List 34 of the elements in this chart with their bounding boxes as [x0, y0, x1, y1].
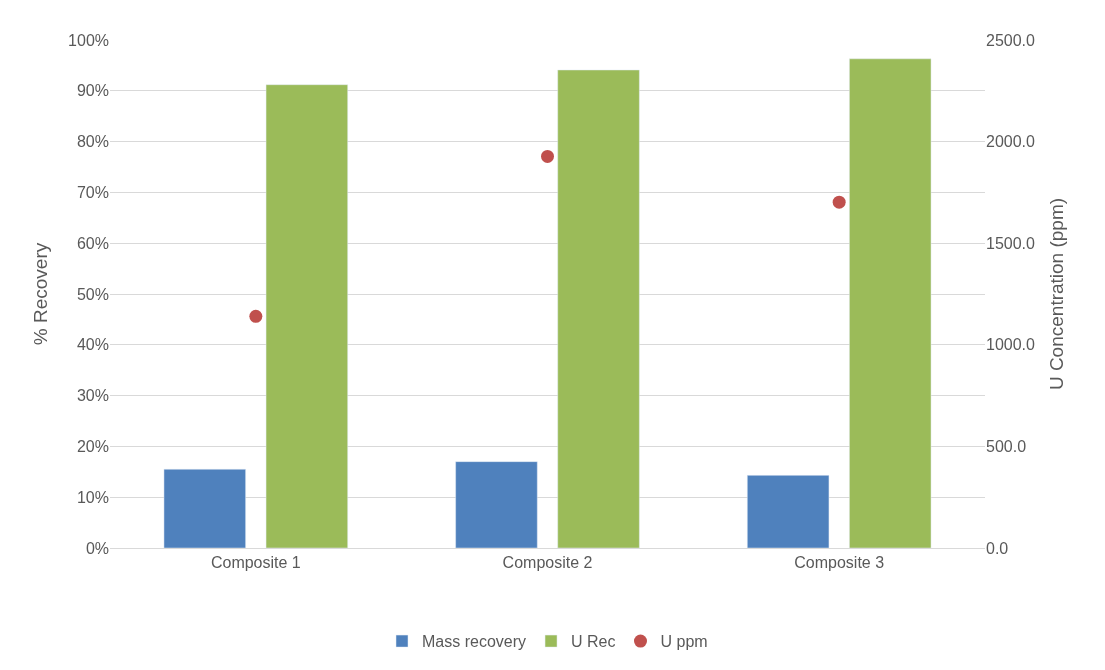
- bar: [849, 58, 932, 548]
- legend-label: Mass recovery: [422, 633, 527, 651]
- legend-label: U Rec: [571, 633, 616, 651]
- y2-axis-title: U Concentration (ppm): [1045, 197, 1067, 391]
- bar: [747, 475, 830, 548]
- y2-tick-label: 2000.0: [986, 133, 1036, 151]
- point: [541, 149, 554, 163]
- bar: [557, 69, 640, 548]
- y2-tick-label: 0.0: [986, 539, 1009, 557]
- y-tick-label: 20%: [76, 438, 109, 455]
- x-tick-label: Composite 2: [502, 554, 593, 572]
- y2-tick-label: 500.0: [986, 438, 1027, 455]
- y2-tick-label: 1500.0: [986, 234, 1036, 252]
- y-tick-label: 50%: [76, 285, 109, 303]
- bar: [455, 461, 538, 548]
- y-tick-label: 60%: [76, 234, 109, 252]
- bar: [265, 84, 348, 548]
- y-tick-label: 100%: [68, 31, 109, 49]
- x-tick-label: Composite 1: [210, 554, 301, 572]
- bar: [163, 469, 246, 548]
- y-tick-label: 70%: [76, 184, 109, 201]
- legend-label: U ppm: [660, 633, 708, 651]
- point: [249, 309, 263, 323]
- y2-tick-label: 1000.0: [986, 336, 1036, 354]
- y-tick-label: 80%: [76, 133, 109, 151]
- y-axis-title: % Recovery: [29, 242, 51, 346]
- y-tick-label: 40%: [76, 336, 109, 354]
- point: [832, 195, 846, 209]
- y-tick-label: 0%: [85, 539, 109, 557]
- y-tick-label: 10%: [76, 488, 109, 506]
- y2-tick-label: 2500.0: [986, 31, 1036, 49]
- y-tick-label: 30%: [76, 387, 109, 405]
- y-tick-label: 90%: [76, 82, 109, 100]
- x-tick-label: Composite 3: [794, 554, 885, 572]
